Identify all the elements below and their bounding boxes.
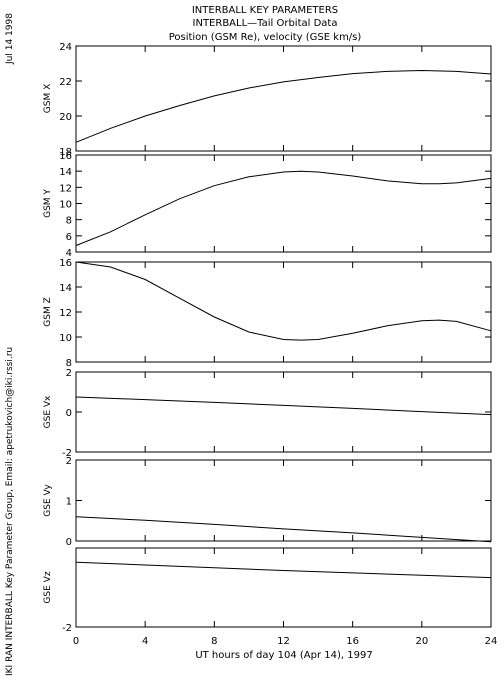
x-tick-label: 24 [485, 636, 498, 647]
y-tick-label: 10 [59, 333, 72, 344]
y-tick-label: 14 [59, 167, 72, 178]
y-tick-label: 16 [59, 151, 72, 162]
y-tick-label: 0 [66, 537, 72, 548]
y-tick-label: 14 [59, 283, 72, 294]
y-tick-label: 18 [59, 147, 72, 158]
y-tick-label: 4 [66, 248, 72, 259]
y-tick-label: 16 [59, 258, 72, 269]
y-tick-label: -2 [62, 448, 72, 459]
series-line-gsm-z [75, 261, 492, 341]
x-axis-label: UT hours of day 104 (Apr 14), 1997 [195, 650, 372, 661]
x-tick-label: 0 [73, 636, 79, 647]
panel-frame [75, 154, 492, 253]
x-axis: UT hours of day 104 (Apr 14), 1997 0 4 8 12… [73, 636, 498, 661]
panel-2: 4 6 8 10 12 14 16 GSM Y [43, 151, 492, 259]
title-line-3: Position (GSM Re), velocity (GSE km/s) [169, 32, 362, 43]
y-tick-label: 10 [59, 200, 72, 211]
series-line-gse-vy [75, 516, 492, 543]
x-tick-label: 8 [211, 636, 217, 647]
y-axis-label: GSE Vz [43, 571, 53, 603]
y-axis-label: GSM Z [43, 297, 53, 326]
y-tick-label: -2 [62, 623, 72, 634]
series-line-gsm-x [75, 69, 492, 143]
x-tick-label: 4 [142, 636, 148, 647]
credit-text: IKI RAN INTERBALL Key Parameter Group, E… [5, 347, 15, 676]
panel-5: 0 1 2 GSE Vy [43, 456, 492, 548]
date-stamp: Jul 14 1998 [5, 13, 15, 65]
title-line-1: INTERBALL KEY PARAMETERS [192, 5, 338, 16]
y-axis-label: GSM X [43, 84, 53, 113]
y-tick-label: 6 [66, 232, 72, 243]
panel-6: -2 GSE Vz [43, 547, 492, 634]
x-tick-label: 16 [346, 636, 359, 647]
y-tick-label: 24 [59, 42, 72, 53]
header: INTERBALL KEY PARAMETERS INTERBALL—Tail … [5, 5, 361, 676]
y-tick-label: 2 [66, 456, 72, 467]
x-tick-label: 20 [415, 636, 428, 647]
panel-4: -2 0 2 GSE Vx [43, 368, 492, 459]
x-tick-label: 12 [277, 636, 290, 647]
y-tick-label: 22 [59, 77, 72, 88]
panel-3: 8 10 12 14 16 GSM Z [43, 258, 492, 369]
y-tick-label: 0 [66, 408, 72, 419]
y-tick-label: 8 [66, 358, 72, 369]
y-tick-label: 12 [59, 308, 72, 319]
y-tick-label: 12 [59, 183, 72, 194]
panel-1: 18 20 22 24 GSM X [43, 42, 492, 158]
y-tick-label: 20 [59, 112, 72, 123]
title-line-2: INTERBALL—Tail Orbital Data [193, 18, 338, 29]
y-tick-label: 8 [66, 216, 72, 227]
series-line-gsm-y [75, 170, 492, 246]
panel-frame [75, 45, 492, 152]
series-line-gse-vx [75, 396, 492, 416]
y-axis-label: GSM Y [43, 189, 53, 218]
y-tick-label: 1 [66, 497, 72, 508]
y-axis-label: GSE Vx [43, 395, 53, 428]
y-axis-label: GSE Vy [43, 484, 53, 517]
series-line-gse-vz [75, 561, 492, 579]
panel-frame [75, 547, 492, 628]
y-tick-label: 2 [66, 368, 72, 379]
